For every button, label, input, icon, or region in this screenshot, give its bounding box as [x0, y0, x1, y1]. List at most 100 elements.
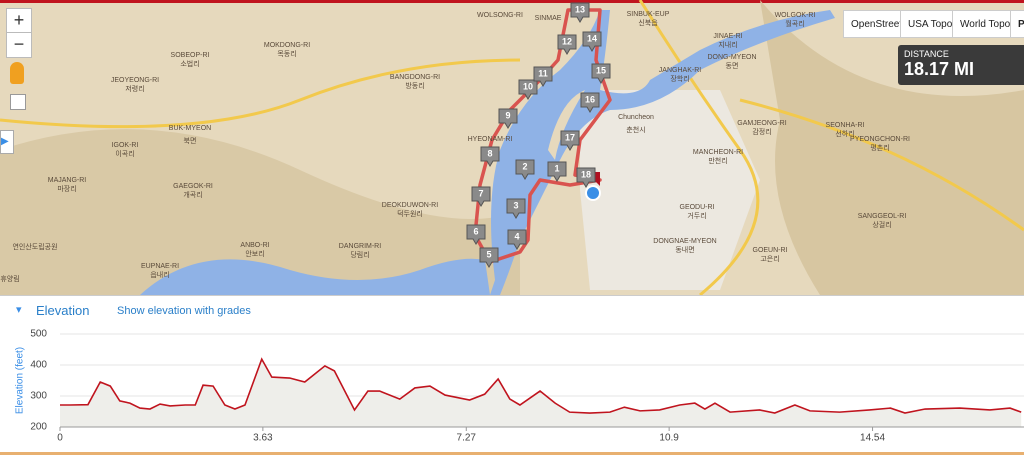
- route-marker[interactable]: 1: [547, 161, 567, 182]
- place-local-name: 읍내리: [150, 270, 169, 279]
- place-name: PYEONGCHON-RI: [850, 136, 910, 143]
- marker-shape: [557, 34, 577, 55]
- x-tick-label: 10.9: [659, 433, 679, 444]
- place-name: GOEUN-RI: [753, 247, 788, 254]
- marker-label: 1: [554, 163, 559, 173]
- route-marker[interactable]: 7: [471, 186, 491, 207]
- marker-label: 9: [505, 110, 510, 120]
- marker-shape: [533, 66, 553, 87]
- x-tick-label: 7.27: [457, 433, 477, 444]
- elevation-line: [60, 357, 1022, 414]
- place-local-name: 고은리: [760, 254, 779, 263]
- layer-button[interactable]: USA Topo: [900, 10, 961, 38]
- road: [0, 58, 521, 129]
- marker-label: 6: [473, 226, 478, 236]
- y-tick-label: 500: [30, 329, 47, 340]
- place-name: SINBUK-EUP: [627, 11, 670, 18]
- collapse-toggle[interactable]: ▾: [16, 304, 22, 316]
- marker-shape: [547, 161, 567, 182]
- marker-label: 5: [486, 249, 491, 259]
- marker-shape: [518, 79, 538, 100]
- road: [739, 98, 1024, 232]
- marker-label: 3: [513, 200, 518, 210]
- place-name: EUPNAE-RI: [141, 263, 179, 270]
- route-marker[interactable]: 4: [507, 229, 527, 250]
- place-local-name: 방동리: [405, 81, 424, 90]
- route-marker[interactable]: 8: [480, 146, 500, 167]
- place-name: DANGRIM-RI: [339, 243, 381, 250]
- terrain: [0, 129, 520, 295]
- street-view[interactable]: [10, 62, 24, 84]
- route-marker[interactable]: 2: [515, 159, 535, 180]
- route-marker[interactable]: 3: [506, 198, 526, 219]
- place-name: DONGNAE-MYEON: [653, 238, 716, 245]
- place-name: JANGHAK-RI: [659, 67, 701, 74]
- grades-link[interactable]: Show elevation with grades: [117, 305, 251, 317]
- route-marker[interactable]: 15: [591, 63, 611, 84]
- place-local-name: 목동리: [277, 49, 296, 58]
- place-name: DONG-MYEON: [708, 54, 757, 61]
- place-local-name: 월곡리: [785, 19, 804, 28]
- marker-shape: [582, 31, 602, 52]
- y-tick-label: 200: [30, 422, 47, 433]
- marker-shape: [515, 159, 535, 180]
- place-name: Chuncheon: [618, 114, 654, 121]
- place-local-name: 감정리: [752, 127, 771, 136]
- place-name: BANGDONG-RI: [390, 74, 440, 81]
- marker-shape: [506, 198, 526, 219]
- place-name: BUK-MYEON: [169, 125, 211, 132]
- y-axis-label: Elevation (feet): [15, 347, 26, 414]
- marker-label: 11: [538, 68, 548, 78]
- route-marker[interactable]: 6: [466, 224, 486, 245]
- marker-label: 14: [587, 33, 597, 43]
- marker-shape: [466, 224, 486, 245]
- top-bar: [0, 0, 1024, 3]
- place-local-name: 상걸리: [872, 220, 891, 229]
- start-pin[interactable]: [585, 185, 601, 201]
- locate[interactable]: [10, 94, 26, 110]
- elevation-area: [60, 359, 1022, 427]
- route-marker[interactable]: 9: [498, 108, 518, 129]
- marker-label: 12: [562, 36, 572, 46]
- side-toggle[interactable]: ▶: [0, 130, 14, 154]
- marker-shape: [576, 167, 596, 188]
- marker-shape: [507, 229, 527, 250]
- layer-button[interactable]: World Topo: [952, 10, 1019, 38]
- x-tick-label: 14.54: [860, 433, 885, 444]
- place-local-name: 소법리: [180, 59, 199, 68]
- place-name: 연인산도립공원: [12, 242, 57, 251]
- zoom-in[interactable]: +: [6, 8, 32, 34]
- route-marker[interactable]: 13: [570, 2, 590, 23]
- place-local-name: 북면: [184, 136, 197, 145]
- place-name: JEOYEONG-RI: [111, 77, 159, 84]
- route-marker[interactable]: 12: [557, 34, 577, 55]
- marker-shape: [480, 146, 500, 167]
- distance-box: DISTANCE 18.17 MI: [898, 45, 1024, 85]
- route-marker[interactable]: 16: [580, 92, 600, 113]
- place-name: DEOKDUWON-RI: [382, 202, 438, 209]
- route-marker[interactable]: 17: [560, 130, 580, 151]
- layer-button[interactable]: Pl: [1010, 10, 1024, 38]
- y-tick-label: 400: [30, 360, 47, 371]
- route-marker[interactable]: 14: [582, 31, 602, 52]
- route-marker[interactable]: 18: [576, 167, 596, 188]
- zoom-out[interactable]: −: [6, 32, 32, 58]
- marker-label: 13: [575, 4, 585, 14]
- place-local-name: 이곡리: [115, 149, 134, 158]
- route-marker[interactable]: 10: [518, 79, 538, 100]
- bottom-border: [0, 452, 1024, 455]
- place-name: ANBO-RI: [240, 242, 269, 249]
- place-name: SINMAE: [535, 15, 562, 22]
- marker-label: 16: [585, 94, 595, 104]
- terrain: [760, 0, 1024, 295]
- marker-shape: [591, 63, 611, 84]
- place-name: GAMJEONG-RI: [737, 120, 786, 127]
- road: [638, 0, 760, 295]
- route-marker[interactable]: 11: [533, 66, 553, 87]
- route-marker[interactable]: 5: [479, 247, 499, 268]
- place-name: MANCHEON-RI: [693, 149, 743, 156]
